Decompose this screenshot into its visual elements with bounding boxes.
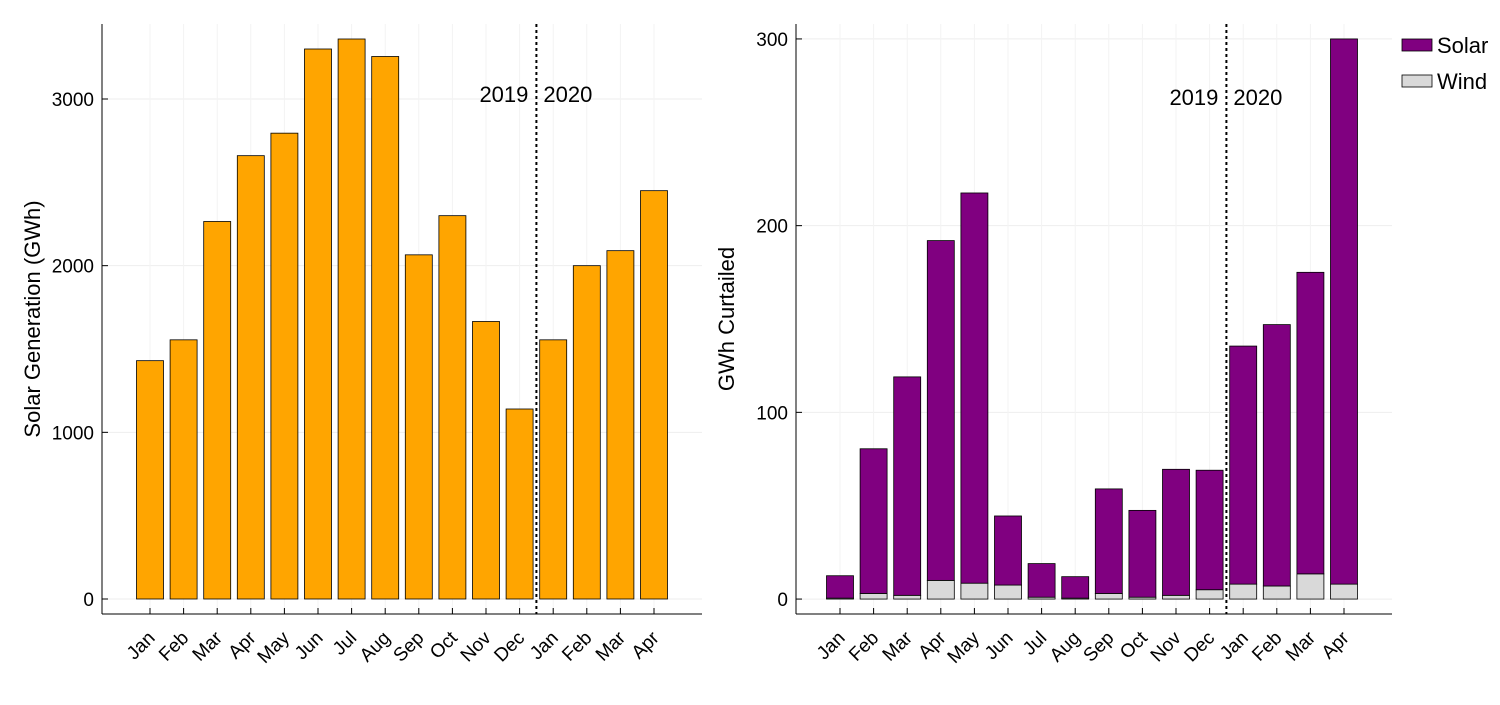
legend-label-solar: Solar: [1437, 33, 1488, 58]
x-tick-label: Feb: [1248, 628, 1286, 666]
bar-feb: [572, 265, 601, 600]
bar-jun: [304, 48, 332, 600]
x-tick-label: Mar: [879, 627, 917, 665]
x-tick-label: Mar: [1282, 627, 1320, 665]
bar-sep: [404, 254, 433, 600]
bar-wind-apr: [926, 579, 955, 600]
bar-jul: [337, 38, 366, 600]
x-tick-label: Oct: [1116, 627, 1152, 663]
x-tick-label: Feb: [845, 628, 883, 666]
x-tick-label: Feb: [155, 628, 193, 666]
bar-wind-mar: [1296, 573, 1325, 600]
x-tick-label: Sep: [390, 628, 429, 667]
bar-wind-dec: [1195, 589, 1224, 600]
bar-jan: [136, 360, 164, 600]
bar-wind-feb: [1262, 585, 1291, 600]
bar-solar-apr: [1330, 38, 1358, 585]
bar-wind-nov: [1162, 594, 1190, 600]
bar-mar: [606, 250, 635, 600]
bar-solar-nov: [1162, 468, 1190, 596]
y-tick-label: 0: [777, 590, 788, 611]
y-tick-label: 3000: [52, 90, 94, 111]
y-tick-label: 100: [756, 403, 788, 424]
x-tick-label: Feb: [558, 628, 596, 666]
x-tick-label: Aug: [1046, 628, 1085, 667]
bar-oct: [438, 215, 467, 600]
x-tick-label: Apr: [1318, 627, 1354, 663]
x-tick-label: Mar: [189, 627, 227, 665]
x-tick-label: Jan: [123, 628, 160, 665]
x-tick-label: Jul: [1019, 628, 1051, 660]
bar-mar: [203, 221, 232, 600]
year-annotation-2020: 2020: [1233, 85, 1282, 110]
bar-wind-jun: [994, 584, 1022, 600]
x-tick-label: May: [944, 627, 985, 668]
x-tick-label: Jun: [291, 628, 328, 665]
bar-wind-sep: [1094, 593, 1123, 600]
y-tick-label: 300: [756, 30, 788, 51]
x-tick-label: Jan: [813, 628, 850, 665]
bar-wind-apr: [1330, 583, 1358, 600]
bar-solar-jun: [994, 515, 1022, 586]
bar-solar-sep: [1094, 488, 1123, 594]
x-tick-label: Nov: [1147, 627, 1186, 666]
legend-swatch-solar: [1401, 38, 1433, 52]
bar-may: [270, 132, 299, 600]
x-tick-label: Jan: [1216, 628, 1253, 665]
x-tick-label: Mar: [592, 627, 630, 665]
bar-solar-aug: [1061, 576, 1090, 599]
bar-solar-mar: [893, 376, 922, 596]
year-annotation-2019: 2019: [1169, 85, 1218, 110]
bar-solar-oct: [1128, 509, 1157, 598]
x-tick-label: May: [254, 627, 295, 668]
bar-aug: [371, 56, 400, 600]
x-tick-label: Apr: [628, 627, 664, 663]
bar-solar-mar: [1296, 271, 1325, 575]
bar-solar-apr: [926, 240, 955, 581]
x-tick-label: Sep: [1080, 628, 1119, 667]
year-annotation-2019: 2019: [479, 82, 528, 107]
bar-solar-dec: [1195, 469, 1224, 591]
legend: Solar Wind: [1401, 33, 1488, 94]
bar-wind-mar: [893, 594, 922, 600]
y-axis-label: Solar Generation (GWh): [20, 200, 45, 437]
bar-feb: [169, 339, 198, 600]
legend-swatch-wind: [1401, 74, 1433, 88]
bar-wind-may: [960, 582, 989, 600]
year-annotation-2020: 2020: [543, 82, 592, 107]
x-tick-label: Dec: [1180, 628, 1219, 667]
y-tick-label: 2000: [52, 257, 94, 278]
bar-solar-feb: [859, 448, 888, 594]
bar-wind-feb: [859, 593, 888, 600]
x-tick-label: Apr: [915, 627, 951, 663]
bar-dec: [505, 408, 534, 600]
x-tick-label: Jun: [981, 628, 1018, 665]
bar-solar-jul: [1027, 563, 1056, 598]
y-tick-label: 0: [83, 590, 94, 611]
y-axis-label: GWh Curtailed: [714, 247, 739, 391]
x-tick-label: Nov: [457, 627, 496, 666]
bar-solar-jan: [1229, 345, 1258, 585]
bar-wind-jan: [1229, 583, 1258, 600]
bar-nov: [472, 321, 500, 600]
bar-solar-feb: [1262, 324, 1291, 587]
bar-solar-jan: [826, 575, 854, 599]
bar-apr: [236, 155, 265, 600]
x-tick-label: Jan: [526, 628, 563, 665]
y-tick-label: 200: [756, 217, 788, 238]
y-tick-label: 1000: [52, 423, 94, 444]
x-tick-label: Oct: [426, 627, 462, 663]
x-tick-label: Dec: [490, 628, 529, 667]
bar-jan: [539, 339, 568, 600]
x-tick-label: Jul: [329, 628, 361, 660]
x-tick-label: Apr: [225, 627, 261, 663]
x-tick-label: Aug: [356, 628, 395, 667]
bar-apr: [640, 190, 668, 600]
bar-solar-may: [960, 192, 989, 584]
legend-label-wind: Wind: [1437, 69, 1487, 94]
